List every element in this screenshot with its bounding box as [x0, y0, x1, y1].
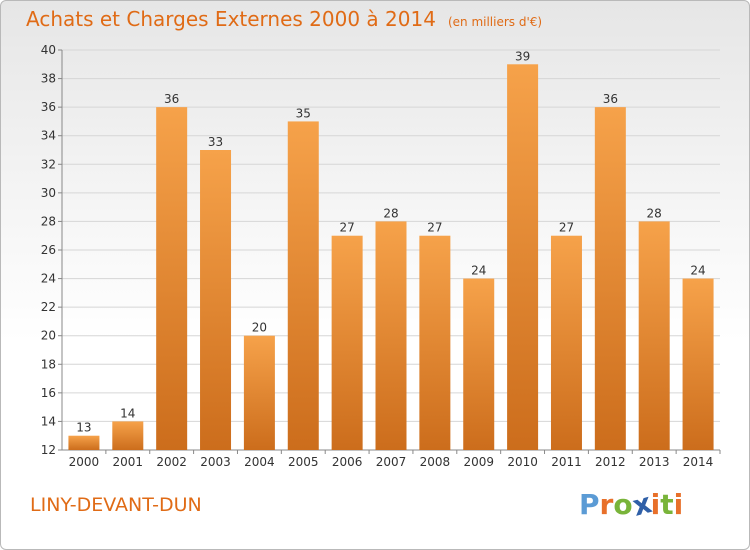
bar-value-label: 24 — [690, 264, 705, 278]
x-tick-label: 2014 — [683, 455, 714, 469]
x-tick-label: 2004 — [244, 455, 275, 469]
bar — [200, 150, 232, 450]
y-tick-label: 32 — [41, 157, 56, 171]
bar — [550, 235, 582, 450]
bar-value-label: 14 — [120, 406, 135, 420]
x-tick-label: 2008 — [420, 455, 451, 469]
x-tick-label: 2011 — [551, 455, 582, 469]
proxiti-logo: Proxiti — [579, 486, 684, 523]
y-tick-label: 26 — [41, 243, 56, 257]
bar-value-label: 20 — [252, 321, 267, 335]
chart-title: Achats et Charges Externes 2000 à 2014 (e… — [26, 7, 542, 31]
x-tick-label: 2001 — [113, 455, 144, 469]
bar — [463, 278, 495, 450]
chart-subtitle: (en milliers d'€) — [447, 15, 543, 29]
x-tick-label: 2005 — [288, 455, 319, 469]
logo-letter: P — [579, 488, 600, 521]
x-tick-label: 2012 — [595, 455, 626, 469]
y-tick-label: 20 — [41, 329, 56, 343]
y-tick-label: 30 — [41, 186, 56, 200]
bar — [419, 235, 451, 450]
bar-value-label: 27 — [339, 221, 354, 235]
bar-value-label: 35 — [296, 106, 311, 120]
place-name: LINY-DEVANT-DUN — [30, 494, 202, 516]
x-tick-label: 2003 — [200, 455, 231, 469]
logo-letter: o — [613, 488, 633, 521]
bar-value-label: 24 — [471, 264, 486, 278]
bar-value-label: 33 — [208, 135, 223, 149]
y-tick-label: 18 — [41, 357, 56, 371]
x-tick-label: 2002 — [156, 455, 187, 469]
x-tick-label: 2000 — [69, 455, 100, 469]
y-tick-label: 34 — [41, 129, 56, 143]
y-tick-label: 12 — [41, 443, 56, 457]
y-tick-label: 36 — [41, 100, 56, 114]
y-tick-label: 16 — [41, 386, 56, 400]
x-tick-label: 2006 — [332, 455, 363, 469]
bar-value-label: 27 — [559, 221, 574, 235]
bar — [331, 235, 363, 450]
y-tick-label: 38 — [41, 72, 56, 86]
bars — [68, 64, 714, 451]
chart-title-text: Achats et Charges Externes 2000 à 2014 — [26, 7, 436, 31]
bar-value-label: 27 — [427, 221, 442, 235]
logo-letter: i — [673, 488, 684, 521]
bar — [243, 335, 275, 450]
value-labels: 13 14 36 33 20 35 27 28 27 24 39 27 36 28 24 — [76, 49, 705, 434]
y-tick-label: 40 — [41, 43, 56, 57]
y-tick-label: 22 — [41, 300, 56, 314]
x-tick-label: 2009 — [463, 455, 494, 469]
bar — [156, 107, 188, 451]
x-tick-label: 2007 — [376, 455, 407, 469]
bar — [682, 278, 714, 450]
logo-letter: i — [650, 488, 661, 521]
bar — [112, 421, 144, 450]
bar-value-label: 39 — [515, 49, 530, 63]
logo-letter: r — [599, 488, 614, 521]
x-tick-label: 2010 — [507, 455, 538, 469]
bar — [594, 107, 626, 451]
bar — [68, 435, 100, 450]
x-tick-labels: 2000 2001 2002 2003 2004 2005 2006 2007 2008 2009… — [69, 455, 714, 469]
bar-value-label: 28 — [383, 206, 398, 220]
logo-letter: t — [660, 488, 674, 521]
bar-value-label: 13 — [76, 421, 91, 435]
bar-value-label: 36 — [164, 92, 179, 106]
y-tick-label: 28 — [41, 214, 56, 228]
bar — [507, 64, 539, 451]
bar-value-label: 36 — [603, 92, 618, 106]
y-tick-labels: 12 14 16 18 20 22 24 26 28 30 32 34 36 38 40 — [41, 43, 56, 457]
bar — [287, 121, 319, 450]
bar — [375, 221, 407, 450]
bar-value-label: 28 — [647, 206, 662, 220]
y-tick-label: 14 — [41, 414, 56, 428]
x-tick-label: 2013 — [639, 455, 670, 469]
bar — [638, 221, 670, 450]
y-tick-label: 24 — [41, 272, 56, 286]
